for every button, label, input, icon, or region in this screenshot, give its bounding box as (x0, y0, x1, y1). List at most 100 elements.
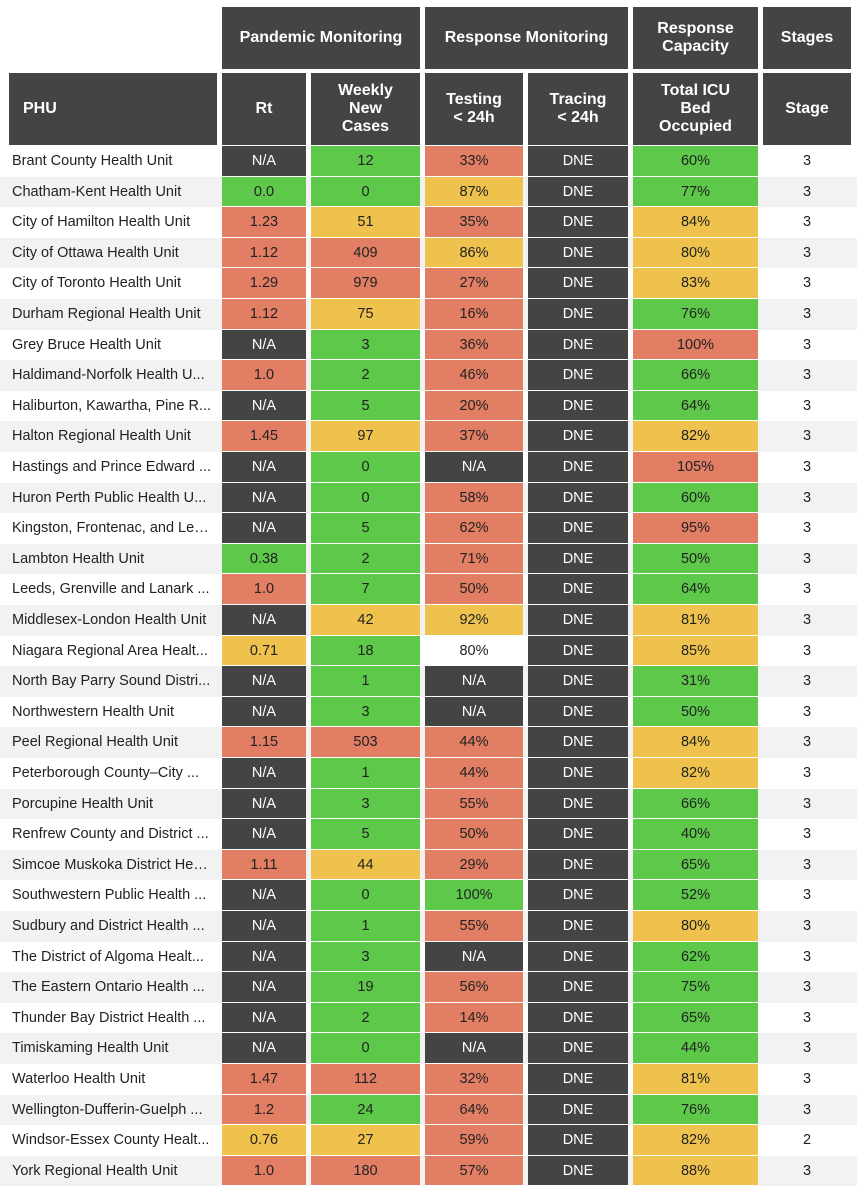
icu-cell: 85% (633, 635, 758, 667)
testing-cell: 44% (425, 727, 523, 758)
rt-cell: 0.38 (222, 543, 306, 575)
tracing-cell: DNE (528, 1064, 628, 1095)
tracing-cell: DNE (528, 788, 628, 820)
phu-name: Waterloo Health Unit (12, 1071, 146, 1087)
column-header-rt: Rt (222, 73, 306, 145)
weekly-cases-cell: 1 (311, 758, 420, 789)
rt-cell: 1.2 (222, 1094, 306, 1126)
column-header-stage: Stage (763, 73, 851, 145)
weekly-cases-cell: 979 (311, 268, 420, 299)
weekly-cases-cell: 42 (311, 605, 420, 636)
tracing-cell: DNE (528, 482, 628, 514)
tracing-cell: DNE (528, 696, 628, 728)
tracing-cell: DNE (528, 880, 628, 911)
weekly-cases-cell: 5 (311, 390, 420, 422)
rt-cell: 0.0 (222, 176, 306, 208)
stage-cell: 3 (802, 183, 812, 200)
icu-cell: 83% (633, 268, 758, 299)
tracing-cell: DNE (528, 758, 628, 789)
rt-cell: N/A (222, 819, 306, 850)
tracing-cell: DNE (528, 421, 628, 452)
phu-name: Windsor-Essex County Healt... (12, 1132, 210, 1149)
tracing-cell: DNE (528, 635, 628, 667)
icu-cell: 64% (633, 390, 758, 422)
rt-cell: 1.15 (222, 727, 306, 758)
stage-cell: 3 (802, 336, 812, 353)
stage-cell: 3 (802, 520, 812, 537)
rt-cell: N/A (222, 941, 306, 973)
icu-cell: 62% (633, 941, 758, 973)
rt-cell: N/A (222, 1002, 306, 1034)
tracing-cell: DNE (528, 574, 628, 605)
tracing-cell: DNE (528, 1155, 628, 1187)
icu-cell: 50% (633, 696, 758, 728)
tracing-cell: DNE (528, 849, 628, 881)
testing-cell: 55% (425, 788, 523, 820)
phu-name: Leeds, Grenville and Lanark ... (12, 581, 210, 598)
rt-cell: 0.71 (222, 635, 306, 667)
phu-name: Porcupine Health Unit (12, 795, 154, 812)
phu-name: York Regional Health Unit (12, 1162, 178, 1179)
phu-name: Wellington-Dufferin-Guelph ... (12, 1101, 203, 1118)
tracing-cell: DNE (528, 1094, 628, 1126)
phu-name: Durham Regional Health Unit (12, 306, 201, 322)
stage-cell: 3 (802, 397, 812, 414)
testing-cell: 80% (425, 635, 523, 667)
icu-cell: 50% (633, 543, 758, 575)
stage-cell: 3 (802, 581, 812, 598)
weekly-cases-cell: 24 (311, 1094, 420, 1126)
testing-cell: 29% (425, 849, 523, 881)
weekly-cases-cell: 3 (311, 788, 420, 820)
rt-cell: N/A (222, 452, 306, 483)
testing-cell: 55% (425, 911, 523, 942)
tracing-cell: DNE (528, 1033, 628, 1064)
stage-cell: 3 (802, 367, 812, 384)
weekly-cases-cell: 0 (311, 176, 420, 208)
header-group-response-monitoring: Response Monitoring (425, 7, 628, 69)
weekly-cases-cell: 0 (311, 880, 420, 911)
tracing-cell: DNE (528, 543, 628, 575)
icu-cell: 84% (633, 727, 758, 758)
weekly-cases-cell: 18 (311, 635, 420, 667)
stage-cell: 3 (802, 550, 812, 567)
stage-cell: 3 (802, 1162, 812, 1179)
weekly-cases-cell: 2 (311, 360, 420, 391)
stage-cell: 3 (802, 642, 812, 659)
testing-cell: 27% (425, 268, 523, 299)
icu-cell: 65% (633, 1002, 758, 1034)
column-header-phu: PHU (9, 73, 217, 145)
tracing-cell: DNE (528, 299, 628, 330)
tracing-cell: DNE (528, 237, 628, 269)
icu-cell: 60% (633, 482, 758, 514)
tracing-cell: DNE (528, 146, 628, 177)
rt-cell: N/A (222, 146, 306, 177)
stage-cell: 3 (802, 887, 812, 904)
stage-cell: 3 (802, 428, 812, 445)
tracing-cell: DNE (528, 819, 628, 850)
testing-cell: 50% (425, 574, 523, 605)
column-header-tracing: Tracing < 24h (528, 73, 628, 145)
phu-name: City of Toronto Health Unit (12, 275, 181, 292)
weekly-cases-cell: 0 (311, 1033, 420, 1064)
stage-cell: 3 (802, 734, 812, 751)
phu-name: Grey Bruce Health Unit (12, 336, 162, 353)
rt-cell: 1.12 (222, 237, 306, 269)
phu-name: Haliburton, Kawartha, Pine R... (12, 397, 212, 414)
icu-cell: 60% (633, 146, 758, 177)
testing-cell: 56% (425, 972, 523, 1003)
testing-cell: 86% (425, 237, 523, 269)
phu-name: Kingston, Frontenac, and Len... (12, 520, 212, 537)
tracing-cell: DNE (528, 452, 628, 483)
testing-cell: 16% (425, 299, 523, 330)
stage-cell: 3 (802, 673, 812, 690)
phu-name: City of Hamilton Health Unit (12, 214, 191, 231)
weekly-cases-cell: 503 (311, 727, 420, 758)
tracing-cell: DNE (528, 513, 628, 544)
icu-cell: 82% (633, 1125, 758, 1156)
stage-cell: 3 (802, 612, 812, 628)
stage-cell: 3 (802, 918, 812, 934)
testing-cell: 33% (425, 146, 523, 177)
stage-cell: 3 (802, 795, 812, 812)
weekly-cases-cell: 0 (311, 452, 420, 483)
